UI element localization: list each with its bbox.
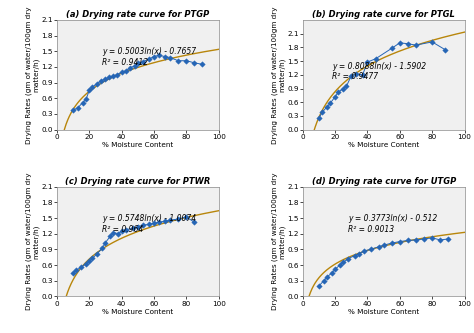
X-axis label: % Moisture Content: % Moisture Content (348, 309, 419, 315)
X-axis label: % Moisture Content: % Moisture Content (102, 142, 173, 148)
Text: y = 0.5003ln(x) - 0.7657
R² = 0.9412: y = 0.5003ln(x) - 0.7657 R² = 0.9412 (102, 47, 196, 67)
Text: y = 0.3773ln(x) - 0.512
R² = 0.9013: y = 0.3773ln(x) - 0.512 R² = 0.9013 (348, 214, 438, 233)
Y-axis label: Drying Rates (gm of water/100gm dry
matter/h): Drying Rates (gm of water/100gm dry matt… (271, 173, 285, 310)
Title: (b) Drying rate curve for PTGL: (b) Drying rate curve for PTGL (312, 10, 455, 19)
Y-axis label: Drying Rates (gm of water/100gm dry
matter/h): Drying Rates (gm of water/100gm dry matt… (25, 6, 39, 144)
Y-axis label: Drying Rates (gm of water/100gm dry
matter/h): Drying Rates (gm of water/100gm dry matt… (271, 6, 285, 144)
X-axis label: % Moisture Content: % Moisture Content (348, 142, 419, 148)
Title: (c) Drying rate curve for PTWR: (c) Drying rate curve for PTWR (65, 177, 210, 186)
Title: (d) Drying rate curve for UTGP: (d) Drying rate curve for UTGP (311, 177, 456, 186)
Text: y = 0.8088ln(x) - 1.5902
R² = 0.9477: y = 0.8088ln(x) - 1.5902 R² = 0.9477 (332, 62, 426, 81)
Y-axis label: Drying Rates (gm of water/100gm dry
matter/h): Drying Rates (gm of water/100gm dry matt… (25, 173, 39, 310)
Title: (a) Drying rate curve for PTGP: (a) Drying rate curve for PTGP (66, 10, 210, 19)
Text: y = 0.5748ln(x) - 1.0074
R² = 0.964: y = 0.5748ln(x) - 1.0074 R² = 0.964 (102, 214, 196, 233)
X-axis label: % Moisture Content: % Moisture Content (102, 309, 173, 315)
